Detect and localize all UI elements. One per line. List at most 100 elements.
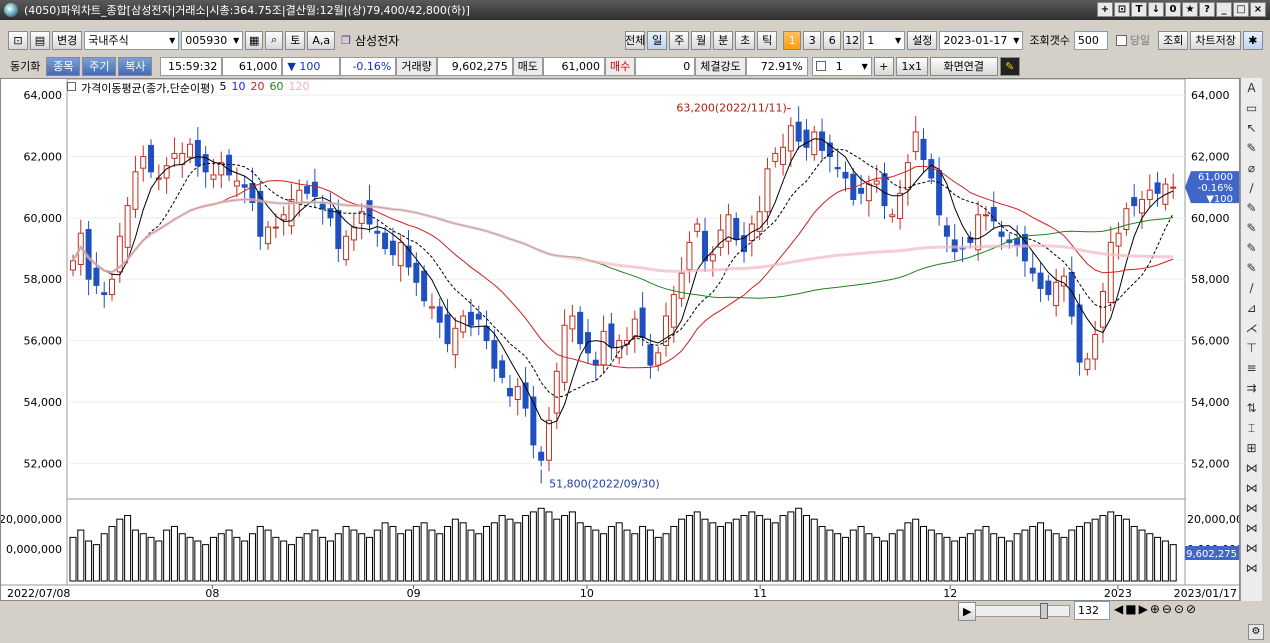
- candle-body: [116, 235, 123, 273]
- draw-tool-icon-12[interactable]: ⋌: [1245, 321, 1258, 335]
- buy-label: 매수: [605, 56, 636, 76]
- draw-tool-icon-3[interactable]: ✎: [1246, 141, 1257, 155]
- window-split-icon[interactable]: ⊡: [8, 30, 28, 50]
- draw-tool-icon-21[interactable]: ⋈: [1245, 501, 1258, 515]
- chart-area[interactable]: 64,000 64,000 62,000 62,000 60,000 60,000 58,0…: [0, 78, 1240, 601]
- period-tab-4[interactable]: 분: [713, 30, 734, 50]
- draw-tool-icon-5[interactable]: ∕: [1249, 181, 1254, 195]
- slider-handle[interactable]: [1040, 603, 1048, 619]
- volume-bar: [1013, 533, 1021, 582]
- count-input[interactable]: 500: [1073, 30, 1108, 50]
- zoom-in-icon[interactable]: ⊕: [1149, 602, 1160, 616]
- interval-btn-12[interactable]: 12: [843, 30, 862, 50]
- next-icon[interactable]: ▶: [1138, 602, 1148, 616]
- window-btn-4[interactable]: 0: [1165, 2, 1181, 17]
- draw-tool-icon-6[interactable]: ✎: [1246, 201, 1257, 215]
- window-btn-2[interactable]: T: [1131, 2, 1147, 17]
- zoom-reset-icon[interactable]: ⊙: [1173, 602, 1184, 616]
- interval-btn-6[interactable]: 6: [823, 30, 842, 50]
- draw-tool-icon-15[interactable]: ⇉: [1246, 381, 1257, 395]
- volume-bar: [326, 540, 334, 582]
- window-btn-8[interactable]: □: [1233, 2, 1249, 17]
- volume-bar: [405, 529, 413, 582]
- calculator-icon[interactable]: ▦: [245, 30, 264, 50]
- volume-bar: [584, 525, 592, 582]
- volume-bar: [826, 529, 834, 582]
- stop-icon[interactable]: ■: [1125, 602, 1137, 616]
- same-day-checkbox[interactable]: [1115, 34, 1127, 46]
- code-input[interactable]: 005930 ▼: [181, 30, 244, 50]
- settings-button[interactable]: 설정: [907, 30, 938, 50]
- candle-body: [733, 217, 740, 240]
- volume-bar: [483, 525, 491, 582]
- draw-tool-icon-1[interactable]: ▭: [1245, 101, 1258, 115]
- interval-value: 1: [867, 33, 875, 47]
- candle-body: [265, 226, 272, 245]
- volume-bar: [545, 511, 553, 582]
- window-btn-9[interactable]: ×: [1250, 2, 1266, 17]
- draw-tool-icon-18[interactable]: ⊞: [1246, 441, 1257, 455]
- window-btn-7[interactable]: _: [1216, 2, 1232, 17]
- settings-gear-icon[interactable]: ⚙: [1248, 624, 1264, 640]
- zoom-out-icon[interactable]: ⊖: [1161, 602, 1172, 616]
- scroll-right-icon[interactable]: ▶: [958, 602, 977, 621]
- layout-icon[interactable]: ▤: [30, 30, 50, 50]
- period-tab-5[interactable]: 초: [735, 30, 756, 50]
- market-select[interactable]: 국내주식 ▼: [84, 30, 180, 50]
- save-chart-button[interactable]: 차트저장: [1190, 30, 1241, 50]
- draw-tool-icon-17[interactable]: ⌶: [1247, 421, 1256, 435]
- change-button[interactable]: 변경: [52, 30, 83, 50]
- draw-tool-icon-24[interactable]: ⋈: [1245, 561, 1258, 575]
- grid-button[interactable]: 1x1: [895, 56, 928, 76]
- draw-tool-icon-10[interactable]: ∕: [1249, 281, 1254, 295]
- price-chart[interactable]: 64,000 64,000 62,000 62,000 60,000 60,000 58,0…: [1, 79, 1239, 600]
- draw-tool-icon-22[interactable]: ⋈: [1245, 521, 1258, 535]
- zoom-count[interactable]: 132: [1074, 601, 1110, 620]
- aa-button[interactable]: A,a: [307, 30, 336, 50]
- zoom-fit-icon[interactable]: ⊘: [1186, 602, 1197, 616]
- zoom-slider[interactable]: [975, 603, 1070, 619]
- gear-icon[interactable]: ✱: [1242, 30, 1263, 50]
- indicator-checkbox[interactable]: [67, 82, 76, 91]
- screen-link-button[interactable]: 화면연결: [929, 56, 998, 76]
- period-tab-1[interactable]: 일: [647, 30, 668, 50]
- prev-icon[interactable]: ◀: [1114, 602, 1124, 616]
- period-tab-6[interactable]: 틱: [757, 30, 778, 50]
- date-picker[interactable]: 2023-01-17 ▼: [939, 30, 1024, 50]
- draw-tool-icon-11[interactable]: ⊿: [1246, 301, 1257, 315]
- query-button[interactable]: 조회: [1158, 30, 1189, 50]
- draw-tool-icon-4[interactable]: ⌀: [1247, 161, 1256, 175]
- layout-select[interactable]: 1 ▼: [811, 56, 872, 76]
- draw-tool-icon-7[interactable]: ✎: [1246, 221, 1257, 235]
- draw-tool-icon-14[interactable]: ≡: [1246, 361, 1257, 375]
- draw-tool-icon-19[interactable]: ⋈: [1245, 461, 1258, 475]
- interval-input[interactable]: 1 ▼: [863, 30, 906, 50]
- window-btn-5[interactable]: ★: [1182, 2, 1198, 17]
- draw-tool-icon-9[interactable]: ✎: [1246, 261, 1257, 275]
- period-tab-2[interactable]: 주: [669, 30, 690, 50]
- draw-tool-icon-13[interactable]: ⊤: [1246, 341, 1257, 355]
- period-tab-0[interactable]: 전체: [625, 30, 645, 50]
- sync-tab-0[interactable]: 종목: [46, 56, 81, 76]
- right-scrollbar[interactable]: [1262, 78, 1270, 601]
- window-btn-1[interactable]: ⊡: [1114, 2, 1130, 17]
- sync-tab-2[interactable]: 복사: [118, 56, 153, 76]
- window-btn-3[interactable]: ↓: [1148, 2, 1164, 17]
- candle-body: [241, 184, 248, 188]
- interval-btn-1[interactable]: 1: [783, 30, 802, 50]
- draw-tool-icon-16[interactable]: ⇅: [1246, 401, 1257, 415]
- draw-tool-icon-2[interactable]: ↖: [1246, 121, 1257, 135]
- window-btn-6[interactable]: ?: [1199, 2, 1215, 17]
- draw-tool-icon-23[interactable]: ⋈: [1245, 541, 1258, 555]
- search-icon[interactable]: ⌕: [265, 30, 284, 50]
- pencil-icon[interactable]: ✎: [999, 56, 1020, 76]
- period-tab-3[interactable]: 월: [691, 30, 712, 50]
- window-btn-0[interactable]: +: [1097, 2, 1113, 17]
- plus-button[interactable]: +: [873, 56, 894, 76]
- draw-tool-icon-20[interactable]: ⋈: [1245, 481, 1258, 495]
- sync-tab-1[interactable]: 주기: [82, 56, 117, 76]
- draw-tool-icon-8[interactable]: ✎: [1246, 241, 1257, 255]
- interval-btn-3[interactable]: 3: [803, 30, 822, 50]
- draw-tool-icon-0[interactable]: A: [1247, 81, 1256, 95]
- to-button[interactable]: 토: [285, 30, 306, 50]
